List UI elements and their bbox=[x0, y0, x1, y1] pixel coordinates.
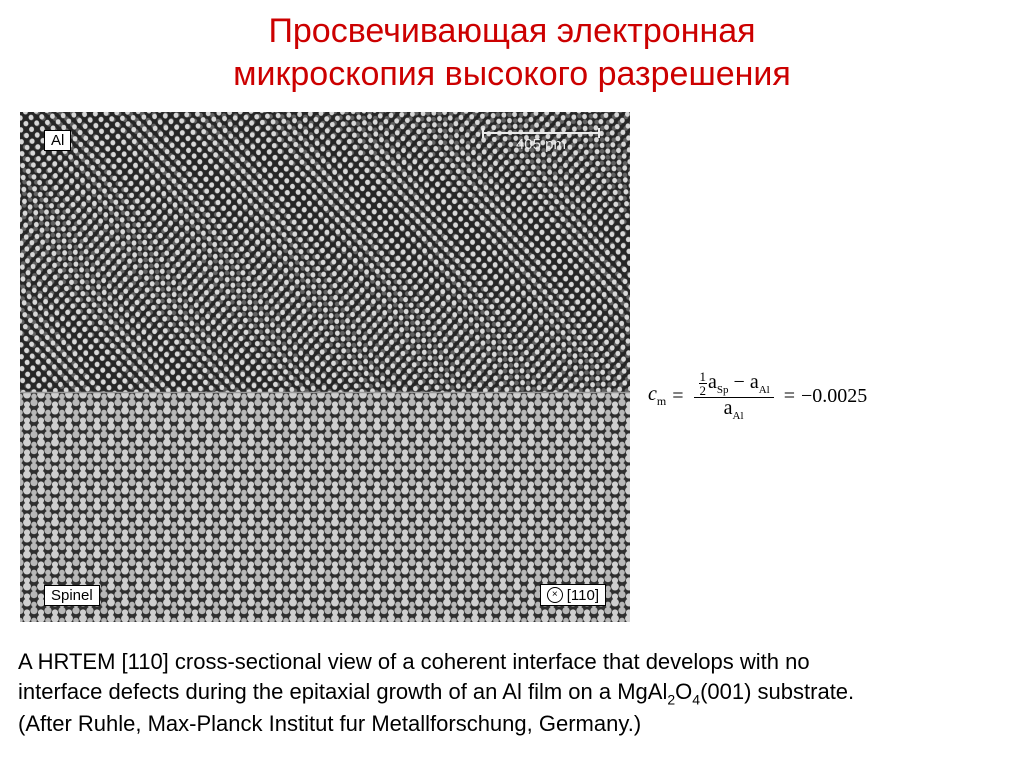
formula-lhs: cm bbox=[648, 383, 666, 409]
formula-sub-m: m bbox=[657, 394, 666, 408]
formula-denominator: aAl bbox=[720, 398, 748, 423]
zone-axis-label: × [110] bbox=[540, 584, 606, 606]
minus: − bbox=[729, 371, 750, 393]
formula-fraction: 12aSp − aAl aAl bbox=[694, 370, 774, 423]
region-label-al: Al bbox=[44, 130, 71, 151]
region-label-spinel: Spinel bbox=[44, 585, 100, 606]
slide-title: Просвечивающая электронная микроскопия в… bbox=[0, 10, 1024, 95]
mismatch-formula: cm = 12aSp − aAl aAl = −0.0025 bbox=[648, 370, 1008, 423]
caption-sub-4: 4 bbox=[692, 691, 700, 707]
scale-bar-line bbox=[482, 132, 600, 134]
micrograph-figure: Al Spinel × [110] 405 pm bbox=[20, 112, 630, 622]
caption-line-2a: interface defects during the epitaxial g… bbox=[18, 679, 667, 704]
region-label-al-text: Al bbox=[51, 133, 64, 148]
sub-al-num: Al bbox=[759, 384, 770, 396]
caption-line-2b: (001) substrate. bbox=[700, 679, 854, 704]
equals-2: = bbox=[784, 385, 795, 408]
one-half: 12 bbox=[699, 370, 708, 397]
slide: Просвечивающая электронная микроскопия в… bbox=[0, 0, 1024, 767]
formula-numerator: 12aSp − aAl bbox=[694, 370, 774, 398]
region-label-spinel-text: Spinel bbox=[51, 588, 93, 603]
zone-axis-text: [110] bbox=[567, 588, 599, 603]
caption-sub-2: 2 bbox=[667, 691, 675, 707]
equals-1: = bbox=[672, 385, 683, 408]
caption-line-3: (After Ruhle, Max-Planck Institut fur Me… bbox=[18, 711, 641, 736]
sub-sp: Sp bbox=[717, 384, 729, 396]
a-al-num: a bbox=[750, 371, 759, 393]
formula-symbol-c: c bbox=[648, 383, 657, 405]
caption-line-1: A HRTEM [110] cross-sectional view of a … bbox=[18, 649, 810, 674]
figure-caption: A HRTEM [110] cross-sectional view of a … bbox=[18, 647, 1006, 739]
a-al-den: a bbox=[724, 397, 733, 419]
title-line-2: микроскопия высокого разрешения bbox=[233, 55, 791, 93]
title-line-1: Просвечивающая электронная bbox=[268, 12, 755, 50]
a-sp: a bbox=[708, 371, 717, 393]
into-page-icon: × bbox=[547, 587, 563, 603]
scale-bar: 405 pm bbox=[482, 132, 600, 153]
formula-value: −0.0025 bbox=[801, 385, 867, 408]
hrtem-image bbox=[20, 112, 630, 622]
caption-O: O bbox=[675, 679, 692, 704]
scale-bar-text: 405 pm bbox=[516, 136, 566, 153]
sub-al-den: Al bbox=[733, 410, 744, 422]
